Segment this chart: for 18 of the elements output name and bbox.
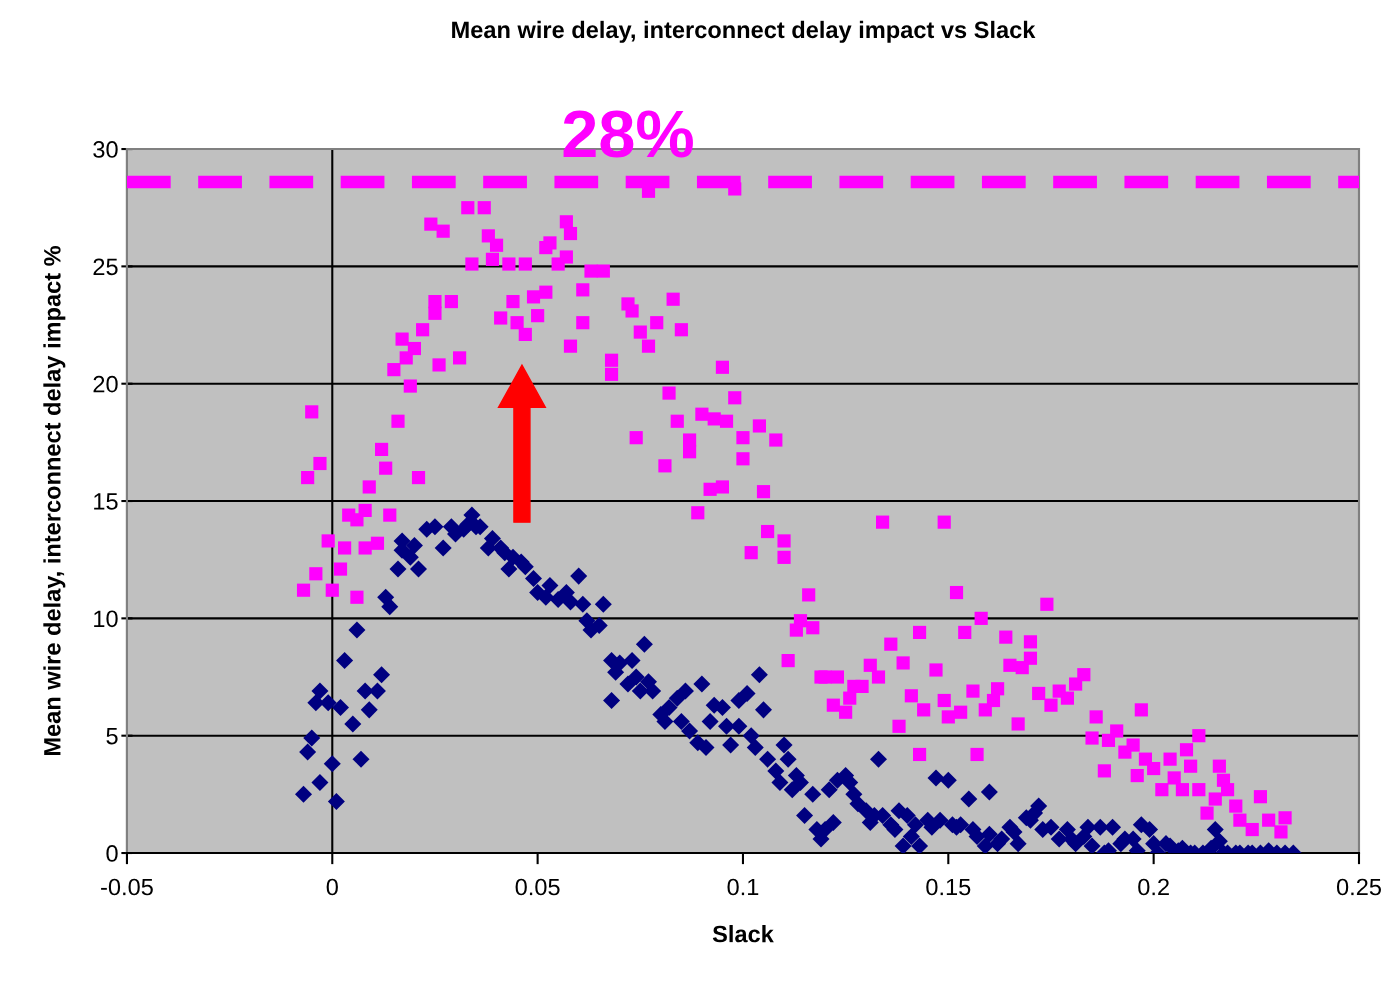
x-tick-label: 0.1 (727, 878, 759, 896)
y-tick-label: 15 (94, 493, 118, 510)
y-tick-label: 20 (93, 375, 118, 393)
x-tick-label: 0.2 (1138, 878, 1169, 896)
y-axis-title: Mean wire delay, interconnect delay impact % (43, 245, 66, 756)
x-tick-label: 0 (326, 878, 338, 896)
x-tick-label: 0.05 (515, 878, 560, 896)
x-tick-label: 0.25 (1336, 878, 1381, 896)
x-tick-label: 0.15 (926, 878, 971, 896)
annotation: 28% (563, 110, 693, 158)
x-tick-label: -0.05 (101, 878, 153, 896)
y-tick-label: 10 (94, 610, 118, 628)
x-axis-title: Slack (712, 925, 774, 943)
y-tick-label: 5 (106, 728, 118, 745)
y-tick-label: 25 (93, 258, 118, 276)
y-tick-label: 30 (93, 141, 118, 158)
chart-title: Mean wire delay, interconnect delay impact vs Slack (452, 20, 1036, 43)
y-tick-label: 0 (106, 845, 118, 862)
